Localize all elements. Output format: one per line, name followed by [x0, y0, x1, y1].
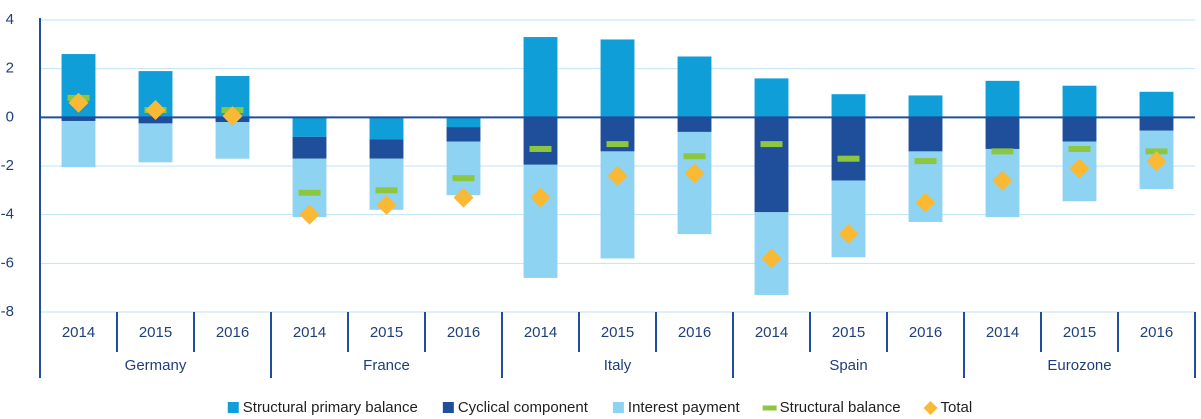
total-marker: [992, 170, 1013, 191]
bar-segment: [215, 122, 250, 159]
y-tick-label: -6: [1, 254, 14, 271]
x-tick-label: 2016: [1140, 324, 1173, 341]
bar-segment: [831, 180, 866, 258]
structural-balance-mark: [914, 158, 937, 165]
group-label: Eurozone: [1047, 357, 1111, 374]
structural-balance-mark: [529, 145, 552, 152]
bar-segment: [61, 117, 96, 121]
total-marker: [1069, 158, 1090, 179]
y-tick-label: -8: [1, 303, 14, 320]
structural-balance-mark: [760, 141, 783, 148]
x-tick-label: 2014: [524, 324, 557, 341]
legend-label: Structural balance: [780, 399, 901, 416]
y-tick-label: 2: [6, 60, 14, 77]
structural-balance-mark: [991, 148, 1014, 155]
bar-segment: [61, 120, 96, 168]
total-marker: [376, 194, 397, 215]
bar-segment: [1139, 117, 1174, 131]
total-marker: [607, 165, 628, 186]
total-marker: [915, 192, 936, 213]
bar-segment: [446, 141, 481, 196]
y-tick-label: 4: [6, 11, 14, 28]
total-marker: [299, 204, 320, 225]
x-tick-label: 2015: [832, 324, 865, 341]
legend-label: Interest payment: [628, 399, 741, 416]
legend-label: Structural primary balance: [243, 399, 418, 416]
x-tick-label: 2014: [755, 324, 788, 341]
total-marker: [68, 92, 89, 113]
y-tick-label: -4: [1, 206, 14, 223]
total-marker: [145, 100, 166, 121]
x-tick-label: 2014: [986, 324, 1019, 341]
x-tick-label: 2015: [1063, 324, 1096, 341]
bar-segment: [523, 37, 558, 118]
legend-swatch: [442, 402, 454, 413]
bar-segment: [985, 117, 1020, 149]
legend-swatch: [612, 402, 624, 413]
group-label: Germany: [125, 357, 187, 374]
x-tick-label: 2016: [447, 324, 480, 341]
bar-segment: [1062, 85, 1097, 118]
x-tick-label: 2015: [370, 324, 403, 341]
group-label: Italy: [604, 357, 632, 374]
legend-label: Cyclical component: [458, 399, 589, 416]
bar-segment: [446, 117, 481, 128]
x-tick-label: 2014: [293, 324, 326, 341]
bar-segment: [908, 117, 943, 152]
legend-swatch: [227, 402, 239, 413]
x-tick-label: 2016: [678, 324, 711, 341]
bar-segment: [446, 127, 481, 142]
legend-swatch: [923, 401, 938, 415]
structural-balance-mark: [298, 189, 321, 196]
bar-segment: [1062, 117, 1097, 142]
bar-segment: [138, 123, 173, 163]
bar-segment: [523, 117, 558, 165]
bar-segment: [292, 136, 327, 159]
bar-segment: [677, 117, 712, 132]
x-tick-label: 2016: [909, 324, 942, 341]
group-label: Spain: [829, 357, 867, 374]
y-tick-label: 0: [6, 108, 14, 125]
legend-label: Total: [941, 399, 973, 416]
x-tick-label: 2015: [139, 324, 172, 341]
legend-swatch: [762, 405, 777, 411]
bar-segment: [754, 117, 789, 213]
y-tick-label: -2: [1, 157, 14, 174]
x-tick-label: 2014: [62, 324, 95, 341]
bar-segment: [292, 117, 327, 137]
total-marker: [761, 248, 782, 269]
total-marker: [222, 106, 243, 127]
structural-balance-mark: [1068, 145, 1091, 152]
structural-balance-mark: [683, 153, 706, 160]
total-marker: [1146, 151, 1167, 172]
bar-segment: [1139, 91, 1174, 118]
structural-balance-mark: [375, 187, 398, 194]
bar-segment: [908, 95, 943, 118]
bar-segment: [523, 164, 558, 278]
total-marker: [838, 224, 859, 245]
bar-segment: [831, 117, 866, 181]
structural-balance-mark: [606, 141, 629, 148]
bar-segment: [831, 94, 866, 118]
total-marker: [684, 163, 705, 184]
bar-segment: [600, 39, 635, 118]
total-marker: [453, 187, 474, 208]
x-tick-label: 2016: [216, 324, 249, 341]
bar-segment: [138, 117, 173, 124]
bar-segment: [369, 117, 404, 140]
bar-segment: [985, 80, 1020, 118]
total-marker: [530, 187, 551, 208]
x-tick-label: 2015: [601, 324, 634, 341]
group-label: France: [363, 357, 410, 374]
structural-balance-mark: [837, 155, 860, 162]
structural-balance-mark: [452, 175, 475, 182]
bar-segment: [677, 56, 712, 118]
bar-segment: [754, 78, 789, 118]
bar-segment: [369, 139, 404, 159]
